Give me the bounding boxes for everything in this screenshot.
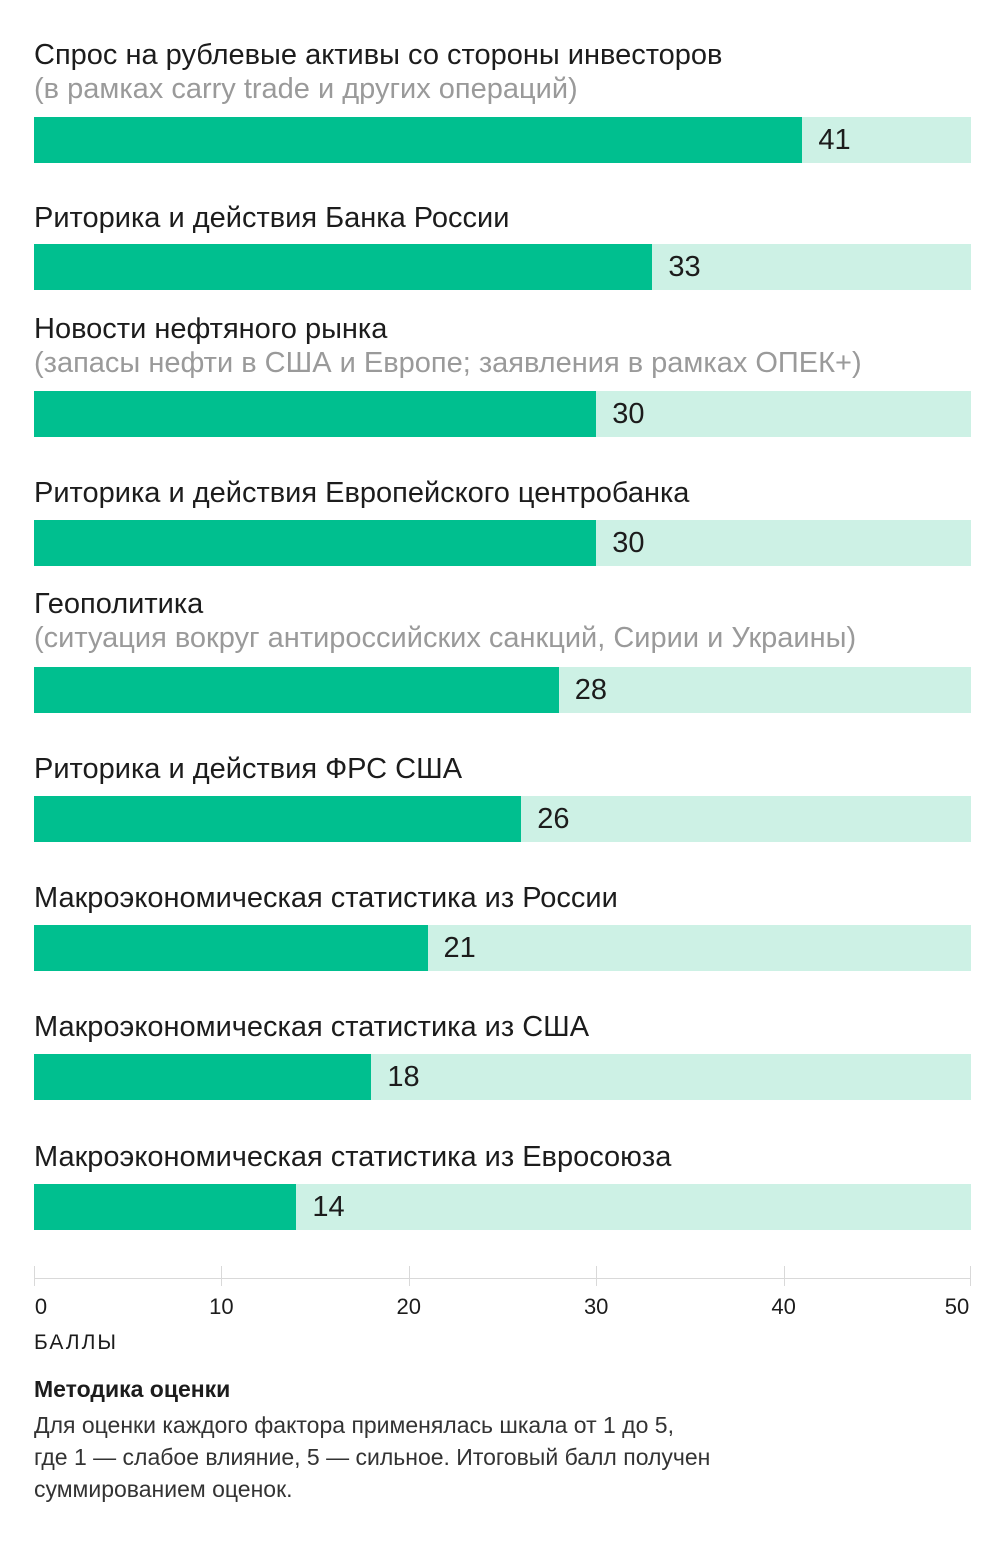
bar-value-label: 41 [818,124,851,156]
category-sublabel: (в рамках carry trade и других операций) [34,73,578,105]
category-label: Геополитика [34,588,204,620]
category-sublabel: (запасы нефти в США и Европе; заявления … [34,347,862,379]
x-axis-line [34,1278,971,1279]
bar-value-label: 26 [537,803,570,835]
bar [34,1054,372,1100]
category-label: Спрос на рублевые активы со стороны инве… [34,39,723,71]
bar [34,667,559,713]
bar-value-label: 30 [612,398,645,430]
category-label: Риторика и действия Банка России [34,202,510,234]
bar [34,1184,297,1230]
bar [34,117,803,163]
x-tick-label: 50 [944,1294,970,1319]
methodology-text: Для оценки каждого фактора применялась ш… [34,1409,934,1505]
bar [34,244,653,290]
category-sublabel: (ситуация вокруг антироссийских санкций,… [34,622,857,654]
x-tick-label: 30 [583,1294,609,1319]
x-axis-label: БАЛЛЫ [34,1331,118,1354]
bar-track: 21 [34,925,971,971]
methodology-line: Для оценки каждого фактора применялась ш… [34,1412,674,1438]
bar-track: 28 [34,667,971,713]
bar [34,796,522,842]
x-tick-label: 0 [34,1294,48,1319]
bar-track: 14 [34,1184,971,1230]
bar-value-label: 21 [443,932,476,964]
bar-track: 26 [34,796,971,842]
bar [34,391,597,437]
category-label: Макроэкономическая статистика из США [34,1011,590,1043]
category-label: Макроэкономическая статистика из России [34,882,618,914]
methodology-line: суммированием оценок. [34,1476,293,1502]
methodology-title: Методика оценки [34,1376,231,1402]
x-tick [221,1266,223,1286]
x-tick-label: 20 [396,1294,422,1319]
bar-track: 33 [34,244,971,290]
methodology-line: где 1 — слабое влияние, 5 — сильное. Ито… [34,1444,711,1470]
x-tick [408,1266,410,1286]
x-tick [34,1266,35,1286]
bar-value-label: 28 [574,674,607,706]
category-label: Риторика и действия ФРС США [34,753,463,785]
bar [34,925,428,971]
x-tick [596,1266,598,1286]
x-tick [970,1266,971,1286]
category-label: Макроэкономическая статистика из Евросою… [34,1141,672,1173]
x-tick-label: 40 [771,1294,796,1319]
x-tick [783,1266,785,1286]
bar [34,520,597,566]
x-tick-label: 10 [209,1294,234,1319]
bar-track: 41 [34,117,971,163]
bar-track: 30 [34,391,971,437]
bar-track: 30 [34,520,971,566]
bar-value-label: 30 [612,527,645,559]
category-label: Новости нефтяного рынка [34,313,388,345]
bar-value-label: 33 [668,251,701,283]
bar-value-label: 18 [387,1061,420,1093]
bar-track: 18 [34,1054,971,1100]
bar-value-label: 14 [312,1191,345,1223]
category-label: Риторика и действия Европейского центроб… [34,477,690,509]
